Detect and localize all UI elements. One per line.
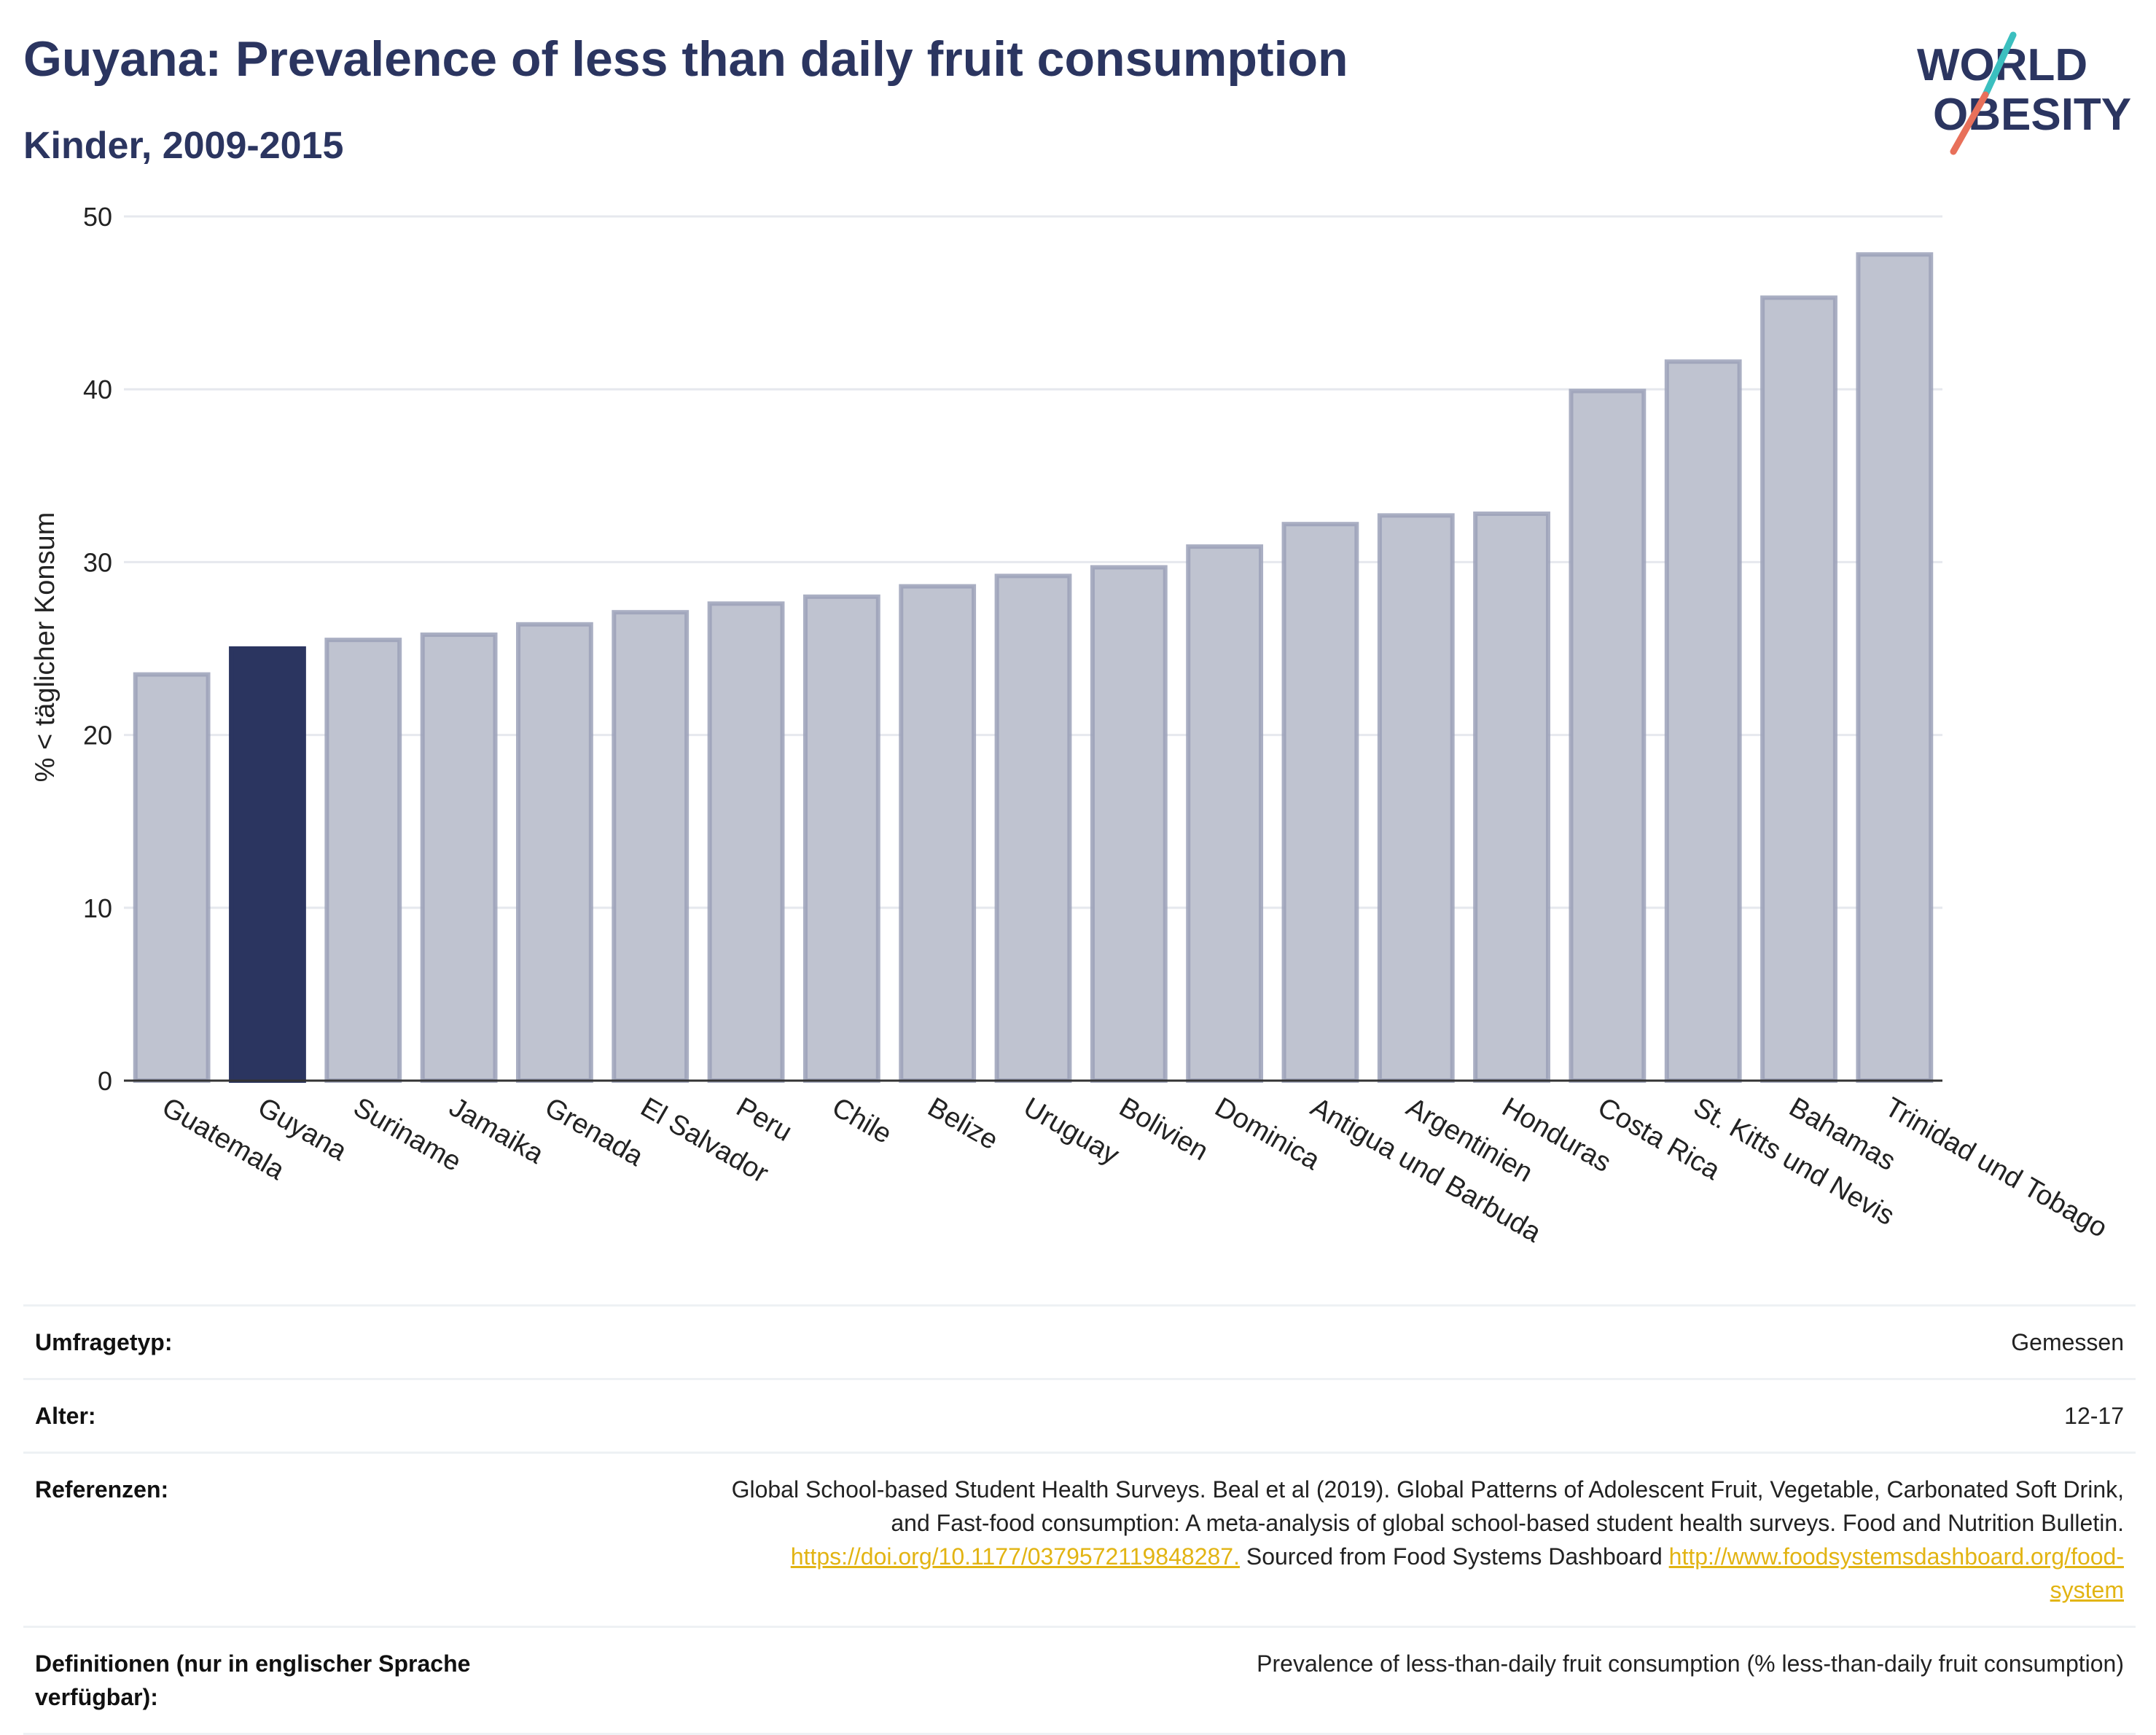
bar-guatemala[interactable]: [133, 672, 211, 1083]
bar-dominica[interactable]: [1186, 544, 1264, 1083]
y-axis-ticks: 0 10 20 30 40 50: [83, 202, 112, 1096]
survey-type-label: Umfragetyp:: [35, 1329, 173, 1355]
age-label: Alter:: [35, 1403, 96, 1429]
y-tick-label: 0: [98, 1066, 112, 1096]
x-axis-ticks: GuatemalaGuyanaSurinameJamaikaGrenadaEl …: [157, 1092, 2112, 1248]
bar-grenada[interactable]: [516, 622, 593, 1083]
x-tick-label: Peru: [731, 1092, 797, 1148]
y-tick-label: 40: [83, 375, 112, 404]
x-tick-label: Uruguay: [1018, 1092, 1124, 1170]
x-tick-label: Suriname: [348, 1092, 466, 1178]
dashboard-link-part-2[interactable]: system: [2050, 1577, 2124, 1603]
y-tick-label: 30: [83, 547, 112, 577]
bar-peru[interactable]: [707, 601, 785, 1083]
references-line-3: https://doi.org/10.1177/0379572119848287…: [560, 1540, 2124, 1573]
bar-antigua-und-barbuda[interactable]: [1281, 522, 1359, 1083]
references-text-2: and Fast-food consumption: A meta-analys…: [891, 1510, 2124, 1536]
logo-slash-coral: [1950, 91, 1989, 155]
bar-argentinien[interactable]: [1377, 513, 1455, 1083]
references-text-1: Global School-based Student Health Surve…: [731, 1476, 2124, 1503]
x-tick-label: Dominica: [1210, 1092, 1326, 1176]
bar-trinidad-und-tobago[interactable]: [1856, 252, 1934, 1084]
chart-title: Guyana: Prevalence of less than daily fr…: [23, 31, 1348, 87]
bar-el-salvador[interactable]: [612, 610, 690, 1083]
doi-link[interactable]: https://doi.org/10.1177/0379572119848287…: [790, 1543, 1240, 1570]
info-row-references: Referenzen: Global School-based Student …: [23, 1452, 2136, 1626]
references-line-4: system: [560, 1573, 2124, 1607]
y-tick-label: 20: [83, 721, 112, 751]
references-value: Global School-based Student Health Surve…: [560, 1473, 2124, 1607]
bar-costa-rica[interactable]: [1569, 388, 1647, 1083]
info-row-definitions: Definitionen (nur in englischer Sprache …: [23, 1626, 2136, 1735]
references-text-3: Sourced from Food Systems Dashboard: [1239, 1543, 1669, 1570]
age-value: 12-17: [2064, 1403, 2124, 1429]
references-label: Referenzen:: [35, 1476, 169, 1503]
bar-honduras[interactable]: [1473, 511, 1550, 1083]
y-tick-label: 10: [83, 893, 112, 923]
bar-uruguay[interactable]: [994, 573, 1072, 1083]
x-tick-label: Chile: [827, 1092, 897, 1150]
definitions-label: Definitionen (nur in englischer Sprache …: [35, 1650, 471, 1710]
info-row-survey-type: Umfragetyp: Gemessen: [23, 1304, 2136, 1378]
survey-type-value: Gemessen: [2011, 1329, 2124, 1355]
dashboard-link-part-1[interactable]: http://www.foodsystemsdashboard.org/food…: [1668, 1543, 2124, 1570]
x-tick-label: Trinidad und Tobago: [1880, 1092, 2112, 1244]
world-obesity-logo[interactable]: WORLD OBESITY: [1895, 29, 2143, 160]
bar-chart: 0 10 20 30 40 50 % < täglicher Konsum Guatema…: [30, 202, 2112, 1249]
bar-bahamas[interactable]: [1760, 295, 1837, 1083]
x-tick-label: Grenada: [539, 1092, 649, 1172]
bar-belize[interactable]: [899, 584, 977, 1083]
y-tick-label: 50: [83, 202, 112, 232]
bar-suriname[interactable]: [324, 638, 402, 1083]
bar-chile[interactable]: [802, 594, 880, 1083]
bar-guyana[interactable]: [229, 646, 306, 1083]
x-tick-label: Bolivien: [1114, 1092, 1213, 1167]
logo-slash-teal: [1982, 31, 2017, 98]
bar-bolivien[interactable]: [1090, 565, 1168, 1083]
definitions-value: Prevalence of less-than-daily fruit cons…: [1257, 1650, 2124, 1677]
info-row-age: Alter: 12-17: [23, 1378, 2136, 1452]
bar-jamaika[interactable]: [420, 632, 498, 1083]
chart-subtitle: Kinder, 2009-2015: [23, 125, 344, 167]
info-table: Umfragetyp: Gemessen Alter: 12-17 Refere…: [23, 1304, 2136, 1735]
x-tick-label: Belize: [923, 1092, 1004, 1156]
y-axis-label: % < täglicher Konsum: [30, 512, 60, 783]
bar-st-kitts-und-nevis[interactable]: [1664, 359, 1742, 1083]
bars: [133, 252, 1934, 1084]
